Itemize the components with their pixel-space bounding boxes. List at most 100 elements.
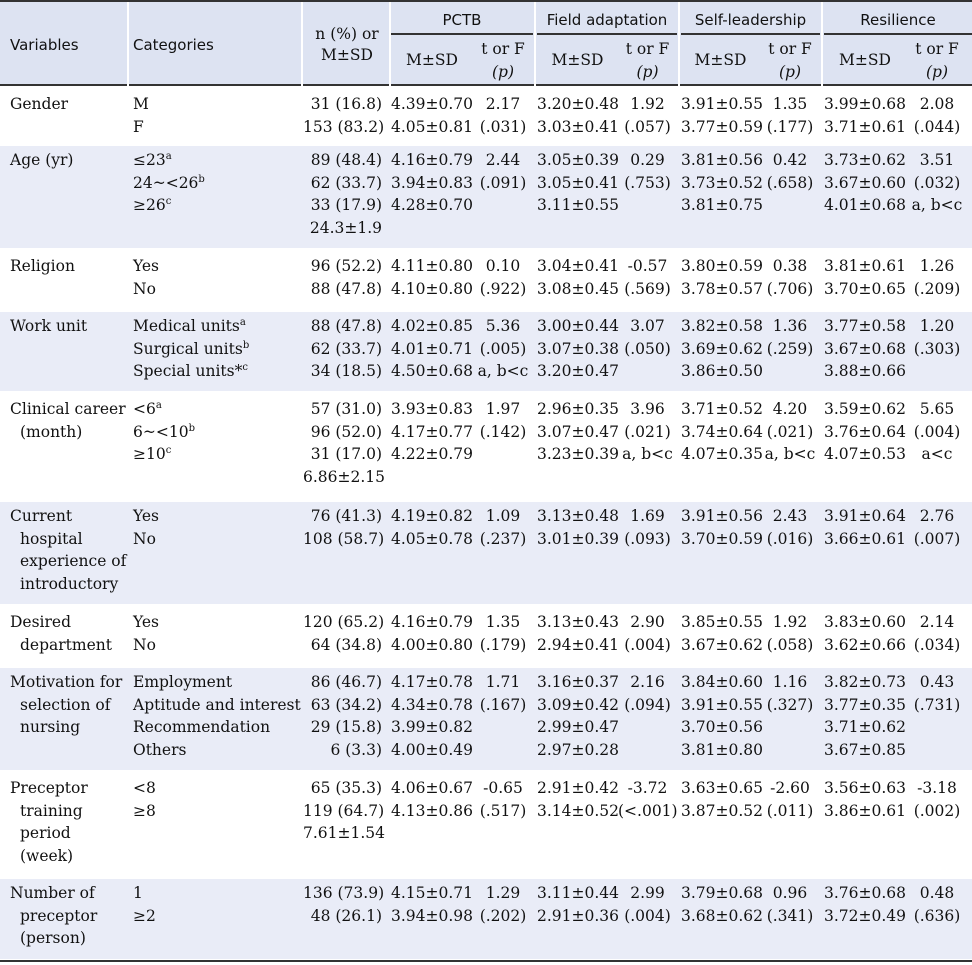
fa-msd-cell: 3.08±0.45 [537, 279, 620, 298]
re-stat-cell: (.044) [913, 117, 961, 136]
variable-cell: Work unit [10, 317, 88, 335]
n-cell: 88 (47.8) [310, 317, 382, 335]
sl-msd-cell: 3.81±0.56 [681, 151, 764, 169]
table-row-group: Preceptor training period (week) <8 ≥8 65 (35.… [0, 774, 972, 875]
header-group-field-adaptation: Field adaptation [546, 11, 668, 29]
category-label: 24~<26 [133, 173, 199, 192]
re-msd-cell: 3.73±0.62 [824, 151, 907, 169]
sl-msd-cell: 3.87±0.52 [681, 801, 764, 820]
category-cell: 1 [133, 884, 143, 902]
re-msd-cell: 4.01±0.68 [824, 196, 907, 215]
fa-stat-cell: 2.16 [630, 673, 665, 691]
header-fa-p: (p) [636, 63, 659, 81]
re-msd-cell: 3.76±0.64 [824, 422, 907, 441]
n-cell: 120 (65.2) [303, 613, 385, 631]
category-cell: ≥8 [133, 801, 156, 820]
sl-stat-cell: 1.16 [772, 673, 808, 691]
category-cell: M [133, 95, 149, 113]
variable-cell: department [20, 635, 112, 654]
n-cell: 24.3±1.9 [309, 219, 382, 238]
header-group-pctb: PCTB [442, 11, 482, 29]
pctb-stat-cell: (.005) [479, 339, 527, 358]
re-stat-cell: -3.18 [917, 779, 957, 797]
pctb-msd-cell: 4.50±0.68 [391, 362, 474, 381]
sl-stat-cell: (.011) [766, 801, 814, 820]
re-msd-cell: 3.72±0.49 [824, 906, 907, 925]
category-cell: Employment [133, 673, 233, 691]
sl-msd-cell: 3.81±0.80 [681, 741, 764, 760]
fa-stat-cell: (.021) [624, 422, 671, 441]
re-stat-cell: 1.26 [919, 257, 955, 275]
table-bottom-rule [0, 960, 972, 962]
pctb-stat-cell: (.237) [479, 529, 527, 548]
variable-cell: (week) [20, 847, 74, 866]
pctb-msd-cell: 4.22±0.79 [391, 445, 474, 464]
sl-msd-cell: 3.69±0.62 [681, 339, 764, 358]
n-cell: 62 (33.7) [310, 339, 382, 358]
sl-msd-cell: 3.70±0.56 [681, 718, 764, 737]
pctb-stat-cell: 2.44 [485, 151, 521, 169]
fa-msd-cell: 3.07±0.47 [537, 422, 620, 441]
sl-msd-cell: 3.91±0.55 [681, 95, 764, 113]
pctb-msd-cell: 4.10±0.80 [391, 279, 474, 298]
fa-msd-cell: 3.14±0.52 [537, 801, 620, 820]
header-sl-p: (p) [778, 63, 802, 81]
re-msd-cell: 3.71±0.62 [824, 718, 907, 737]
sl-stat-cell: (.021) [766, 422, 814, 441]
sl-stat-cell: 4.20 [772, 400, 808, 418]
table-row-group: Number of preceptor (person) 1 ≥2 136 (73.9) 4… [0, 879, 972, 959]
pctb-msd-cell: 4.02±0.85 [391, 317, 474, 335]
header-fa-msd: M±SD [551, 51, 604, 69]
fa-stat-cell: 1.92 [630, 95, 665, 113]
fa-msd-cell: 3.16±0.37 [537, 673, 620, 691]
sl-msd-cell: 3.70±0.59 [681, 529, 764, 548]
re-msd-cell: 3.82±0.73 [824, 673, 907, 691]
pctb-msd-cell: 4.39±0.70 [391, 95, 474, 113]
re-stat-cell: a, b<c [911, 196, 963, 215]
variable-cell: (month) [20, 422, 83, 441]
fa-msd-cell: 3.00±0.44 [537, 317, 620, 335]
category-label: Medical units [133, 317, 240, 335]
pctb-msd-cell: 4.17±0.77 [391, 422, 474, 441]
table-row-group: Desired department Yes No 120 (65.2) 64 (34.8… [0, 608, 972, 664]
header-categories: Categories [133, 36, 214, 54]
table-row-group: Religion Yes No 96 (52.2) 88 (47.8) 4.11±0.80… [0, 252, 972, 308]
re-msd-cell: 3.83±0.60 [824, 613, 907, 631]
variable-cell: nursing [20, 718, 81, 737]
variable-cell: Age (yr) [10, 151, 74, 169]
pctb-stat-cell: 0.10 [485, 257, 521, 275]
category-superscript: c [165, 445, 172, 457]
fa-stat-cell: a, b<c [622, 445, 673, 464]
variable-cell: Religion [10, 257, 75, 275]
category-cell: Yes [133, 257, 160, 275]
re-msd-cell: 3.56±0.63 [824, 779, 907, 797]
category-cell: Aptitude and interest [133, 695, 301, 714]
fa-stat-cell: (.569) [624, 279, 671, 298]
pctb-msd-cell: 4.28±0.70 [391, 196, 474, 215]
sl-msd-cell: 3.91±0.56 [681, 507, 764, 525]
sl-stat-cell: -2.60 [770, 779, 810, 797]
pctb-stat-cell: (.179) [479, 635, 527, 654]
re-stat-cell: a<c [921, 445, 953, 464]
n-cell: 48 (26.1) [310, 906, 382, 925]
pctb-stat-cell: 2.17 [485, 95, 521, 113]
fa-stat-cell: 0.29 [630, 151, 665, 169]
sl-msd-cell: 3.74±0.64 [681, 422, 764, 441]
fa-msd-cell: 3.05±0.41 [537, 173, 620, 192]
n-cell: 6 (3.3) [330, 741, 382, 760]
fa-stat-cell: (.093) [624, 529, 671, 548]
header-n-line1: n (%) or [315, 25, 379, 43]
re-stat-cell: (.032) [913, 173, 961, 192]
pctb-stat-cell: 1.97 [485, 400, 521, 418]
header-rule-self-leadership [681, 33, 820, 35]
sl-stat-cell: (.327) [766, 695, 814, 714]
re-msd-cell: 3.88±0.66 [824, 362, 907, 381]
pctb-msd-cell: 4.01±0.71 [391, 339, 474, 358]
category-cell: <6a [133, 398, 303, 421]
pctb-msd-cell: 4.13±0.86 [391, 801, 474, 820]
n-cell: 64 (34.8) [310, 635, 382, 654]
n-cell: 86 (46.7) [310, 673, 382, 691]
variable-cell: training [20, 801, 83, 820]
pctb-stat-cell: (.167) [479, 695, 527, 714]
sl-stat-cell: (.658) [766, 173, 814, 192]
